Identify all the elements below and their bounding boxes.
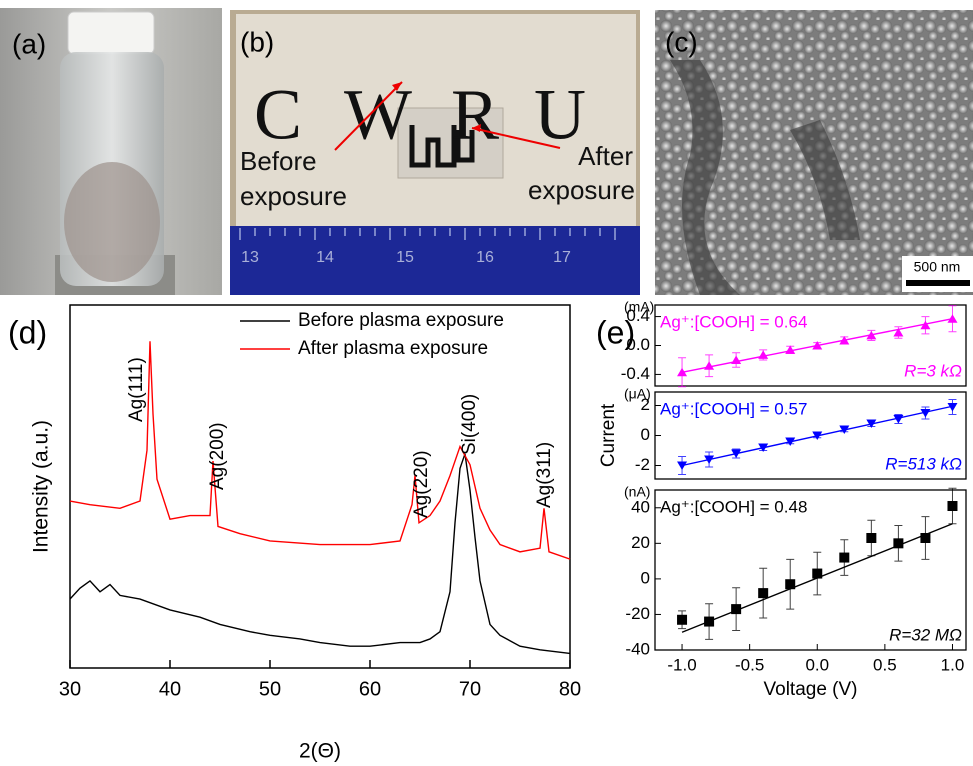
data-point — [758, 350, 768, 359]
x-tick-label: 50 — [259, 678, 281, 700]
data-point — [893, 538, 903, 548]
figure: (a) C W R U Before exposure After exposu… — [0, 0, 973, 766]
annotation: exposure — [240, 181, 347, 211]
photo-a: (a) — [0, 8, 222, 295]
data-point — [677, 615, 687, 625]
data-point — [866, 533, 876, 543]
x-tick-label: 30 — [59, 678, 81, 700]
annotation: Before — [240, 146, 317, 176]
x-axis-label: Voltage (V) — [764, 679, 858, 700]
y-tick-label: 0.0 — [626, 335, 650, 354]
y-tick-label: 0 — [641, 568, 650, 587]
data-point — [920, 533, 930, 543]
peak-label: Ag(111) — [126, 357, 147, 422]
photo-b: C W R U Before exposure After exposure 1… — [230, 10, 640, 295]
x-tick-label: 0.0 — [805, 655, 829, 674]
data-point — [785, 579, 795, 589]
y-axis-label: Intensity (a.u.) — [30, 420, 53, 553]
peak-label: Si(400) — [459, 394, 480, 455]
ruler-label: 14 — [316, 249, 334, 266]
ruler-label: 13 — [241, 249, 259, 266]
x-tick-label: -1.0 — [667, 655, 696, 674]
y-axis-label: Current — [598, 403, 619, 467]
data-line — [70, 454, 570, 654]
vial-cap — [68, 12, 154, 54]
resistance-label: R=32 MΩ — [889, 625, 962, 644]
letter: W — [344, 75, 412, 155]
scale-label: 500 nm — [914, 259, 961, 275]
ruler-label: 15 — [396, 249, 414, 266]
data-point — [731, 355, 741, 364]
ruler-label: 16 — [476, 249, 494, 266]
data-point — [704, 617, 714, 627]
x-tick-label: 80 — [559, 678, 581, 700]
data-point — [704, 361, 714, 370]
y-tick-label: -40 — [625, 639, 650, 658]
x-tick-label: -0.5 — [735, 655, 764, 674]
y-tick-label: 40 — [631, 497, 650, 516]
x-tick-label: 60 — [359, 678, 381, 700]
data-point — [758, 588, 768, 598]
photo-c: 500 nm (c) — [655, 10, 973, 295]
peak-label: Ag(200) — [207, 422, 228, 490]
panel-label: (a) — [12, 28, 46, 59]
page: (a) C W R U Before exposure After exposu… — [0, 0, 973, 766]
ratio-label: Ag⁺:[COOH] = 0.64 — [660, 312, 807, 331]
y-tick-label: -2 — [635, 455, 650, 474]
x-tick-label: 70 — [459, 678, 481, 700]
letter: R — [451, 75, 499, 155]
legend-label: Before plasma exposure — [298, 310, 504, 331]
vial-contents — [64, 162, 160, 282]
x-tick-label: 1.0 — [941, 655, 965, 674]
data-point — [947, 314, 957, 323]
resistance-label: R=513 kΩ — [885, 454, 962, 473]
data-point — [677, 462, 687, 471]
y-tick-label: 2 — [641, 395, 650, 414]
data-point — [947, 501, 957, 511]
annotation: exposure — [528, 175, 635, 205]
panel-label: (b) — [240, 26, 274, 57]
panel-label: (c) — [665, 26, 698, 57]
data-point — [839, 553, 849, 563]
y-tick-label: -0.4 — [621, 364, 650, 383]
data-point — [731, 604, 741, 614]
x-tick-label: 0.5 — [873, 655, 897, 674]
data-point — [785, 438, 795, 447]
peak-label: Ag(220) — [411, 450, 432, 518]
y-tick-label: 0.4 — [626, 306, 650, 325]
x-tick-label: 40 — [159, 678, 181, 700]
resistance-label: R=3 kΩ — [904, 361, 962, 380]
y-tick-label: 0 — [641, 425, 650, 444]
scale-bar — [906, 280, 970, 286]
x-axis-label: 2(Θ) — [299, 740, 341, 763]
data-point — [812, 569, 822, 579]
letter: C — [254, 75, 302, 155]
ratio-label: Ag⁺:[COOH] = 0.57 — [660, 399, 807, 418]
annotation: After — [578, 141, 633, 171]
ruler-label: 17 — [553, 249, 571, 266]
peak-label: Ag(311) — [534, 442, 555, 508]
panel-label: (d) — [8, 314, 47, 350]
y-tick-label: 20 — [631, 533, 650, 552]
ruler — [230, 226, 640, 295]
y-tick-label: -20 — [625, 604, 650, 623]
legend-label: After plasma exposure — [298, 338, 488, 359]
ratio-label: Ag⁺:[COOH] = 0.48 — [660, 497, 807, 516]
